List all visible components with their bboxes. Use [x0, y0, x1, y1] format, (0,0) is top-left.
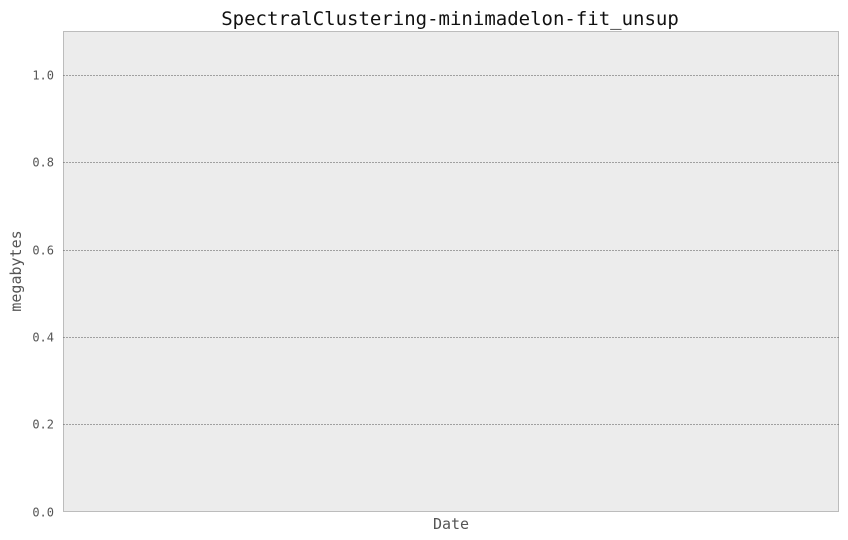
x-axis-label: Date — [433, 515, 469, 533]
grid-lines — [63, 75, 839, 425]
plot-area — [63, 31, 839, 512]
y-tick-label: 0.0 — [32, 506, 54, 520]
y-axis-label: megabytes — [7, 230, 25, 311]
y-tick-label: 0.6 — [32, 244, 54, 258]
y-tick-label: 0.8 — [32, 156, 54, 170]
y-tick-label: 1.0 — [32, 69, 54, 83]
y-tick-label: 0.4 — [32, 331, 54, 345]
y-axis-ticks: 0.0 0.2 0.4 0.6 0.8 1.0 — [32, 69, 54, 520]
y-tick-label: 0.2 — [32, 418, 54, 432]
chart-title: SpectralClustering-minimadelon-fit_unsup — [221, 8, 679, 30]
